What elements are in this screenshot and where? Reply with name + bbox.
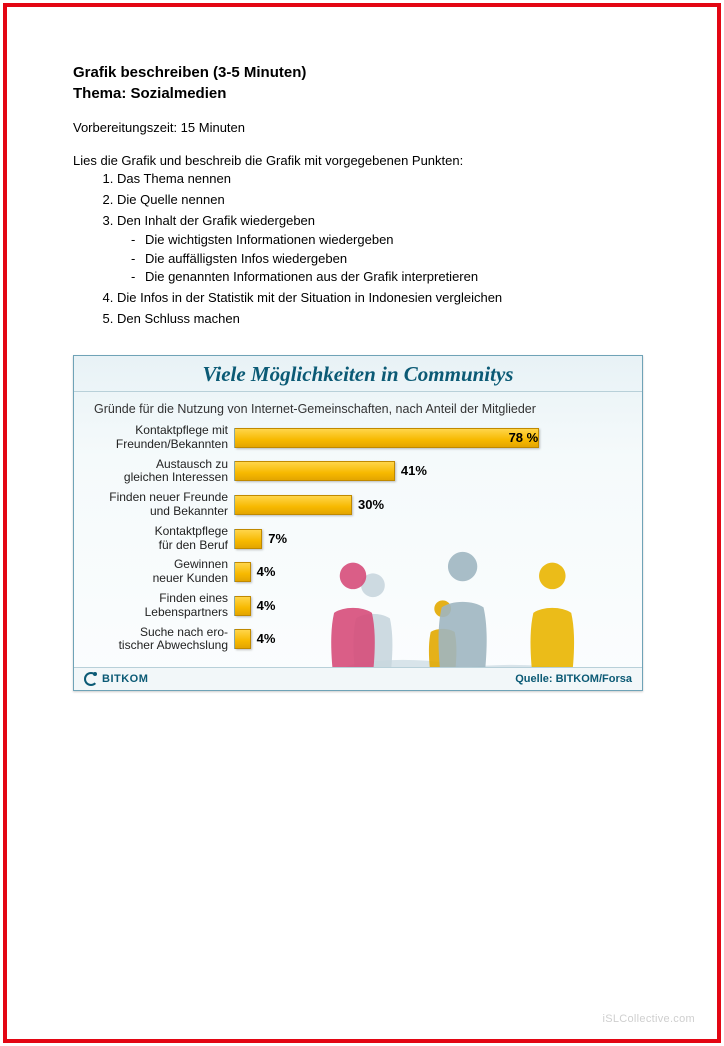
chart-subtitle: Gründe für die Nutzung von Internet-Geme… <box>74 392 642 424</box>
bar-value: 7% <box>268 529 287 549</box>
bar-fill <box>235 529 262 549</box>
bar-row: Kontaktpflege mitFreunden/Bekannten 78 % <box>84 424 632 452</box>
chart-footer: BITKOM Quelle: BITKOM/Forsa <box>74 667 642 690</box>
task-item: Das Thema nennen <box>117 170 667 189</box>
subpoint-list: Die wichtigsten Informationen wiedergebe… <box>117 231 667 288</box>
bar-value: 4% <box>257 562 276 582</box>
bar-label: Austausch zugleichen Interessen <box>84 458 234 486</box>
instruction: Lies die Grafik und beschreib die Grafik… <box>73 153 667 168</box>
bar-track: 41% <box>234 461 632 481</box>
subpoint-item: Die auffälligsten Infos wiedergeben <box>147 250 667 269</box>
doc-theme: Thema: Sozialmedien <box>73 85 667 102</box>
bar-fill <box>235 428 539 448</box>
logo-text: BITKOM <box>102 673 148 685</box>
bar-value: 41% <box>401 461 427 481</box>
chart-source: Quelle: BITKOM/Forsa <box>515 673 632 685</box>
bar-fill <box>235 596 251 616</box>
bars-container: Kontaktpflege mitFreunden/Bekannten 78 % A… <box>74 424 642 667</box>
chart-container: Viele Möglichkeiten in Communitys Gründe… <box>73 355 643 691</box>
bar-label: Suche nach ero-tischer Abwechslung <box>84 626 234 654</box>
bar-value: 78 % <box>509 428 539 448</box>
bar-label: Finden neuer Freundeund Bekannter <box>84 491 234 519</box>
bar-row: Gewinnenneuer Kunden 4% <box>84 558 632 586</box>
task-item-label: Den Inhalt der Grafik wiedergeben <box>117 213 315 228</box>
bar-label: Finden einesLebenspartners <box>84 592 234 620</box>
bar-row: Austausch zugleichen Interessen 41% <box>84 458 632 486</box>
task-list: Das Thema nennen Die Quelle nennen Den I… <box>73 170 667 329</box>
bar-label: Kontaktpflege mitFreunden/Bekannten <box>84 424 234 452</box>
task-item: Die Quelle nennen <box>117 191 667 210</box>
bar-track: 4% <box>234 562 632 582</box>
bar-fill <box>235 461 395 481</box>
bar-track: 7% <box>234 529 632 549</box>
bar-value: 4% <box>257 629 276 649</box>
bitkom-logo: BITKOM <box>84 672 148 686</box>
bar-value: 4% <box>257 596 276 616</box>
bar-track: 30% <box>234 495 632 515</box>
prep-time: Vorbereitungszeit: 15 Minuten <box>73 120 667 135</box>
bar-fill <box>235 629 251 649</box>
chart-header: Viele Möglichkeiten in Communitys <box>74 356 642 392</box>
bar-track: 4% <box>234 629 632 649</box>
task-item: Die Infos in der Statistik mit der Situa… <box>117 289 667 308</box>
subpoint-item: Die wichtigsten Informationen wiedergebe… <box>147 231 667 250</box>
bar-row: Finden einesLebenspartners 4% <box>84 592 632 620</box>
chart-title: Viele Möglichkeiten in Communitys <box>203 362 514 386</box>
watermark: iSLCollective.com <box>602 1013 695 1025</box>
bar-label: Kontaktpflegefür den Beruf <box>84 525 234 553</box>
bar-track: 4% <box>234 596 632 616</box>
bar-fill <box>235 562 251 582</box>
bar-row: Suche nach ero-tischer Abwechslung 4% <box>84 626 632 654</box>
page-content: Grafik beschreiben (3-5 Minuten) Thema: … <box>7 7 717 711</box>
task-item: Den Schluss machen <box>117 310 667 329</box>
doc-title: Grafik beschreiben (3-5 Minuten) <box>73 63 667 83</box>
bar-fill <box>235 495 352 515</box>
bar-row: Finden neuer Freundeund Bekannter 30% <box>84 491 632 519</box>
logo-swirl-icon <box>84 672 98 686</box>
bar-track: 78 % <box>234 428 632 448</box>
bar-label: Gewinnenneuer Kunden <box>84 558 234 586</box>
task-item: Den Inhalt der Grafik wiedergeben Die wi… <box>117 212 667 287</box>
bar-row: Kontaktpflegefür den Beruf 7% <box>84 525 632 553</box>
page-border: Grafik beschreiben (3-5 Minuten) Thema: … <box>3 3 721 1043</box>
subpoint-item: Die genannten Informationen aus der Graf… <box>147 268 667 287</box>
bar-value: 30% <box>358 495 384 515</box>
